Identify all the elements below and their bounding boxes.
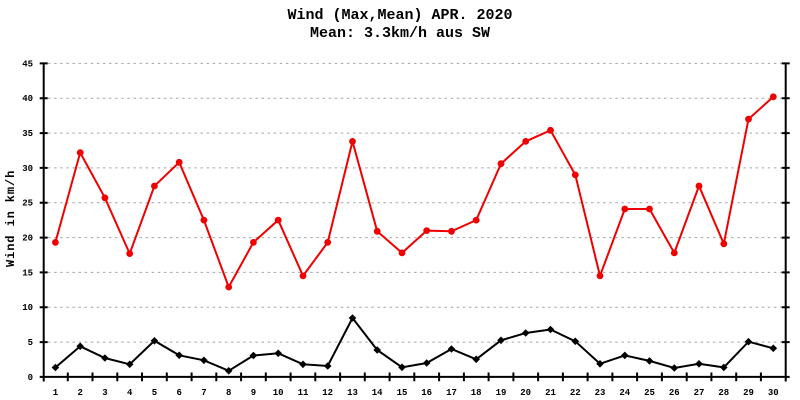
svg-text:25: 25	[22, 199, 33, 209]
svg-text:7: 7	[201, 388, 206, 398]
svg-text:9: 9	[251, 388, 256, 398]
svg-text:6: 6	[176, 388, 181, 398]
svg-text:5: 5	[28, 338, 33, 348]
svg-text:10: 10	[273, 388, 284, 398]
svg-text:23: 23	[595, 388, 606, 398]
svg-text:20: 20	[22, 234, 33, 244]
svg-text:30: 30	[768, 388, 779, 398]
svg-text:26: 26	[669, 388, 680, 398]
svg-text:45: 45	[22, 59, 33, 69]
svg-text:22: 22	[570, 388, 581, 398]
svg-text:4: 4	[127, 388, 133, 398]
svg-text:40: 40	[22, 94, 33, 104]
svg-text:18: 18	[471, 388, 482, 398]
svg-text:35: 35	[22, 129, 33, 139]
svg-text:29: 29	[743, 388, 754, 398]
svg-text:10: 10	[22, 303, 33, 313]
svg-text:0: 0	[28, 373, 33, 383]
svg-text:11: 11	[298, 388, 309, 398]
svg-text:Wind in km/h: Wind in km/h	[4, 170, 18, 267]
svg-text:28: 28	[718, 388, 729, 398]
svg-text:30: 30	[22, 164, 33, 174]
svg-text:15: 15	[22, 268, 33, 278]
svg-text:16: 16	[421, 388, 432, 398]
svg-text:5: 5	[152, 388, 157, 398]
svg-text:21: 21	[545, 388, 556, 398]
svg-text:2: 2	[77, 388, 82, 398]
svg-text:27: 27	[694, 388, 705, 398]
svg-text:19: 19	[496, 388, 507, 398]
svg-text:24: 24	[619, 388, 630, 398]
svg-text:15: 15	[397, 388, 408, 398]
svg-text:20: 20	[520, 388, 531, 398]
svg-text:Wind (Max,Mean) APR. 2020: Wind (Max,Mean) APR. 2020	[287, 7, 512, 24]
svg-text:1: 1	[53, 388, 59, 398]
svg-text:14: 14	[372, 388, 383, 398]
svg-text:17: 17	[446, 388, 457, 398]
svg-text:25: 25	[644, 388, 655, 398]
svg-text:12: 12	[322, 388, 333, 398]
svg-text:3: 3	[102, 388, 107, 398]
svg-text:13: 13	[347, 388, 358, 398]
svg-text:Mean: 3.3km/h aus SW: Mean: 3.3km/h aus SW	[310, 25, 490, 42]
svg-text:8: 8	[226, 388, 231, 398]
